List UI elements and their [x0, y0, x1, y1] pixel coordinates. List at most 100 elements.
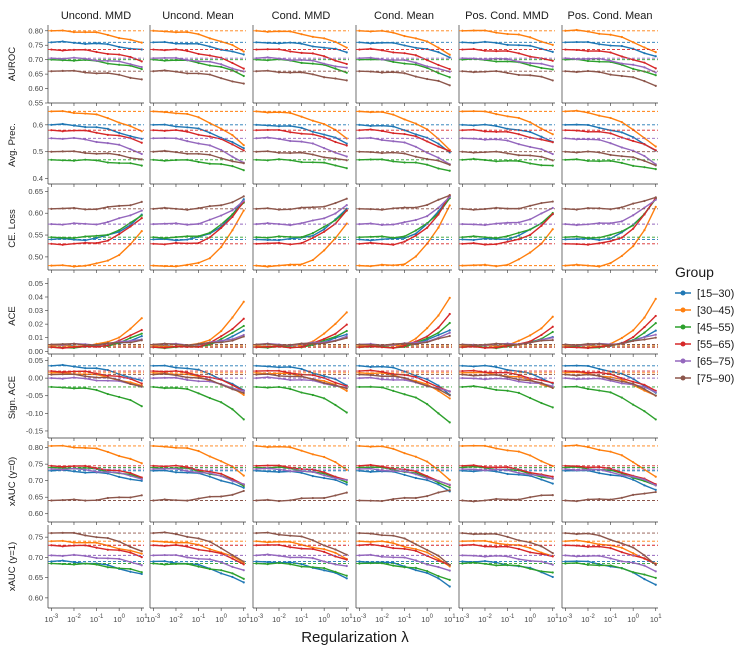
data-point — [61, 371, 64, 374]
data-point — [380, 58, 384, 61]
data-point — [50, 468, 53, 471]
data-point — [84, 386, 87, 390]
data-point — [140, 209, 143, 212]
data-point — [334, 67, 337, 70]
data-point — [208, 567, 211, 571]
data-point — [472, 444, 475, 447]
data-point — [437, 198, 440, 201]
data-point — [197, 563, 200, 566]
data-point — [311, 547, 314, 551]
data-point — [506, 563, 509, 567]
x-tick-label: 100 — [215, 614, 227, 624]
data-point — [197, 222, 200, 225]
data-point — [609, 222, 612, 225]
data-point — [220, 341, 223, 344]
data-point — [266, 365, 269, 368]
data-point — [414, 61, 417, 64]
data-point — [345, 62, 348, 66]
data-point — [220, 479, 223, 482]
data-point — [426, 383, 429, 386]
data-point — [529, 251, 532, 254]
data-point — [220, 214, 223, 217]
data-point — [118, 161, 121, 165]
data-point — [300, 367, 303, 371]
data-point — [277, 57, 281, 60]
data-point — [277, 377, 281, 380]
panel — [47, 441, 144, 525]
x-tick-label: 100 — [113, 614, 125, 624]
data-point — [654, 167, 657, 171]
data-point — [129, 38, 132, 41]
data-point — [403, 118, 406, 121]
data-point — [289, 208, 292, 211]
data-point — [506, 263, 509, 266]
data-point — [586, 111, 590, 114]
data-point — [345, 387, 348, 390]
data-point — [323, 548, 326, 551]
data-point — [495, 466, 498, 469]
data-point — [208, 144, 211, 147]
data-point — [277, 372, 281, 375]
data-point — [300, 471, 303, 474]
x-tick-label: 10-3 — [250, 614, 264, 624]
data-point — [551, 339, 554, 342]
data-point — [334, 219, 337, 222]
data-point — [392, 447, 395, 450]
row-title: AUROC — [7, 47, 18, 81]
data-point — [345, 66, 348, 69]
x-tick-label: 10-2 — [67, 614, 81, 624]
data-point — [564, 560, 567, 563]
data-point — [118, 121, 121, 124]
data-point — [632, 552, 635, 555]
data-point — [334, 563, 337, 566]
data-point — [540, 401, 543, 405]
data-point — [129, 339, 132, 343]
data-point — [426, 460, 429, 463]
data-point — [129, 225, 132, 228]
data-point — [289, 41, 292, 44]
data-point — [231, 143, 234, 146]
data-point — [208, 396, 211, 400]
data-point — [220, 338, 223, 341]
data-point — [311, 130, 314, 133]
data-point — [414, 496, 417, 500]
data-point — [231, 165, 234, 168]
data-point — [483, 130, 487, 133]
data-point — [106, 233, 109, 236]
data-point — [483, 469, 487, 472]
data-point — [129, 381, 132, 384]
column-title: Pos. Cond. Mean — [568, 10, 653, 22]
data-point — [129, 478, 132, 481]
data-point — [461, 29, 464, 32]
data-point — [72, 59, 76, 62]
data-point — [289, 159, 292, 162]
data-point — [575, 385, 578, 388]
data-point — [380, 386, 384, 389]
data-point — [152, 371, 155, 374]
data-point — [289, 224, 292, 227]
data-point — [517, 207, 520, 210]
data-point — [598, 345, 601, 348]
data-point — [551, 164, 554, 167]
data-point — [506, 472, 509, 476]
data-point — [643, 385, 646, 389]
data-point — [586, 69, 590, 73]
data-point — [358, 150, 361, 153]
data-point — [174, 374, 178, 377]
data-point — [345, 564, 348, 568]
data-point — [84, 466, 87, 469]
data-point — [197, 116, 200, 119]
panel — [458, 106, 555, 187]
data-point — [300, 42, 303, 45]
data-point — [220, 472, 223, 475]
data-point — [106, 117, 109, 120]
data-point — [483, 555, 487, 558]
data-point — [140, 78, 143, 81]
data-point — [632, 339, 635, 343]
data-point — [598, 534, 601, 537]
data-point — [174, 541, 178, 544]
data-point — [152, 540, 155, 543]
data-point — [495, 70, 498, 73]
data-point — [575, 465, 578, 468]
data-point — [106, 450, 109, 454]
